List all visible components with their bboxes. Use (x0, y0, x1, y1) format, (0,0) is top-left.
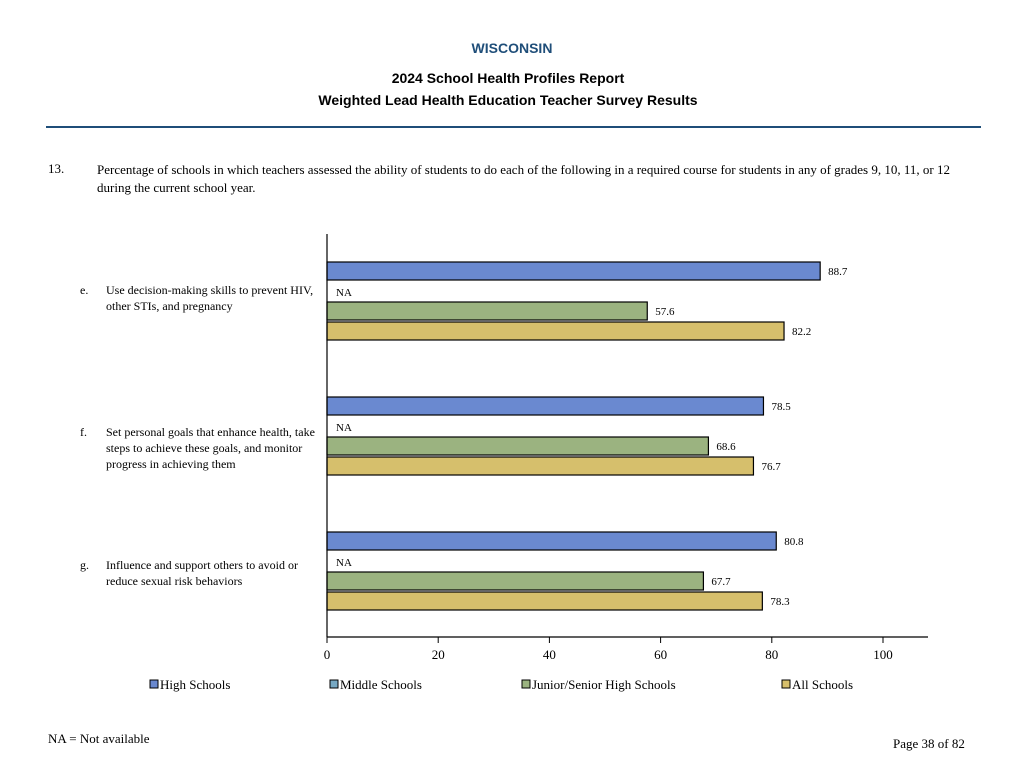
question-text: Percentage of schools in which teachers … (97, 162, 950, 195)
x-tick-label: 100 (873, 647, 893, 662)
header-divider (46, 126, 981, 128)
bar (326, 436, 710, 456)
bar-value-label: 57.6 (655, 306, 675, 318)
x-tick-label: 40 (543, 647, 556, 662)
report-title: 2024 School Health Profiles Report (391, 70, 625, 86)
x-tick-label: 60 (654, 647, 667, 662)
bar (326, 531, 777, 551)
bar-value-label: 67.7 (711, 576, 731, 588)
bar-value-label: 78.3 (770, 596, 790, 608)
bar (326, 301, 648, 321)
report-subtitle: Weighted Lead Health Education Teacher S… (318, 92, 698, 108)
bar (326, 261, 821, 281)
legend-swatch (521, 679, 531, 689)
legend-label: All Schools (792, 677, 853, 692)
bar-value-label: 76.7 (761, 461, 781, 473)
page-number: Page 38 of 82 (893, 736, 965, 751)
bar-value-label: NA (336, 422, 352, 434)
na-footnote: NA = Not available (48, 731, 150, 746)
bar-value-label: 78.5 (771, 401, 791, 413)
bar (326, 321, 785, 341)
legend-swatch (781, 679, 791, 689)
category-label: Use decision-making skills to prevent HI… (106, 283, 314, 313)
x-tick-label: 20 (432, 647, 445, 662)
bar-value-label: 80.8 (784, 536, 804, 548)
legend-label: Junior/Senior High Schools (532, 677, 676, 692)
legend-label: Middle Schools (340, 677, 422, 692)
x-tick-label: 0 (324, 647, 331, 662)
bar (326, 591, 763, 611)
legend-swatch (329, 679, 339, 689)
bar (326, 396, 765, 416)
state-title: WISCONSIN (471, 40, 553, 56)
bar-value-label: NA (336, 287, 352, 299)
category-label: Set personal goals that enhance health, … (106, 425, 315, 471)
bar-value-label: 68.6 (716, 441, 736, 453)
bar-value-label: 88.7 (828, 266, 848, 278)
bar-value-label: 82.2 (792, 326, 811, 338)
legend-label: High Schools (160, 677, 230, 692)
bar (326, 456, 755, 476)
bar (326, 571, 705, 591)
x-tick-label: 80 (765, 647, 778, 662)
category-label: Influence and support others to avoid or… (106, 558, 298, 588)
category-letter: g. (80, 558, 89, 572)
bar-value-label: NA (336, 557, 352, 569)
legend-swatch (149, 679, 159, 689)
question-number: 13. (48, 161, 65, 176)
category-letter: f. (80, 425, 87, 439)
category-letter: e. (80, 283, 89, 297)
